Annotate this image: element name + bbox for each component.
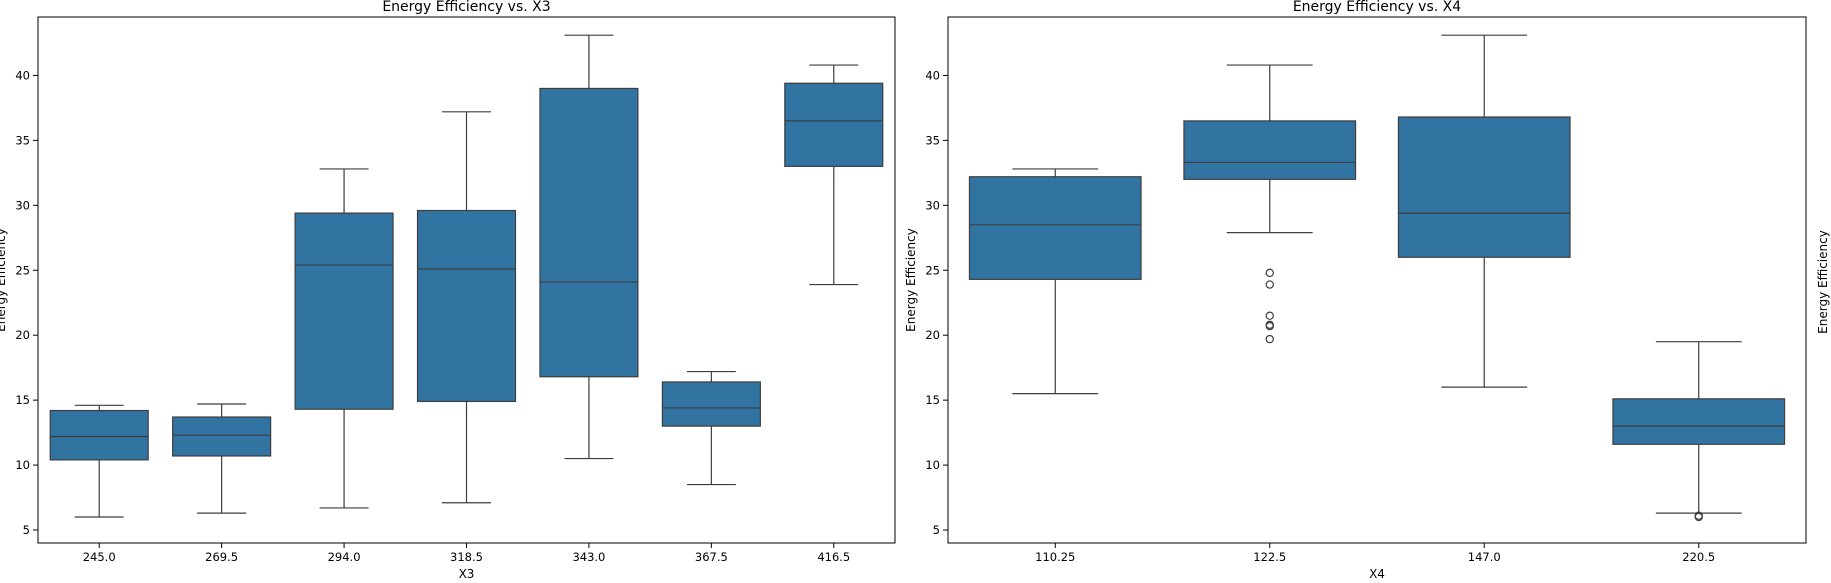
iqr-box bbox=[416, 209, 517, 403]
iqr-box bbox=[172, 416, 272, 457]
outlier-point bbox=[1265, 268, 1274, 278]
axes-frame bbox=[947, 16, 1807, 544]
outlier-point bbox=[1265, 280, 1274, 289]
box-110.25 bbox=[968, 168, 1142, 395]
x-tick-label: 220.5 bbox=[1682, 550, 1715, 564]
chart-title: Energy Efficiency vs. X4 bbox=[1293, 0, 1461, 15]
y-axis-label-partial-panel: Energy Efficiency bbox=[1816, 230, 1830, 334]
y-tick-label: 25 bbox=[925, 263, 940, 277]
iqr-box bbox=[49, 409, 149, 461]
box-318.5 bbox=[416, 111, 517, 504]
x-tick-label: 122.5 bbox=[1253, 550, 1286, 564]
y-tick-label: 35 bbox=[925, 133, 940, 147]
y-tick-label: 5 bbox=[23, 523, 30, 537]
outlier-point bbox=[1265, 334, 1274, 344]
chart-panel-x3: Energy Efficiency vs. X3 X3 Energy Effic… bbox=[0, 0, 896, 581]
box-367.5 bbox=[661, 370, 761, 486]
y-axis-label: Energy Efficiency bbox=[904, 228, 918, 332]
chart-panel-x4: Energy Efficiency vs. X4 X4 Energy Effic… bbox=[904, 0, 1807, 581]
iqr-box bbox=[968, 176, 1142, 280]
box-294.0 bbox=[294, 168, 394, 509]
box-220.5 bbox=[1612, 341, 1786, 522]
y-tick-label: 15 bbox=[15, 393, 30, 407]
x-tick-label: 367.5 bbox=[695, 550, 728, 564]
y-tick-label: 5 bbox=[933, 523, 940, 537]
outlier-point bbox=[1694, 512, 1703, 522]
iqr-box bbox=[294, 212, 394, 410]
y-tick-label: 20 bbox=[925, 328, 940, 342]
outlier-point bbox=[1265, 311, 1274, 320]
y-tick-label: 40 bbox=[15, 68, 30, 82]
axes-frame bbox=[37, 16, 896, 544]
y-tick-label: 25 bbox=[15, 263, 30, 277]
y-axis-label: Energy Efficiency bbox=[0, 228, 8, 332]
box-122.5 bbox=[1183, 64, 1357, 344]
x-axis-label: X3 bbox=[459, 567, 475, 581]
iqr-box bbox=[1612, 398, 1786, 445]
y-tick-label: 30 bbox=[925, 198, 940, 212]
y-tick-label: 35 bbox=[15, 133, 30, 147]
x-axis-label: X4 bbox=[1369, 567, 1385, 581]
outlier-point bbox=[1265, 321, 1274, 331]
y-tick-label: 30 bbox=[15, 198, 30, 212]
x-tick-label: 110.25 bbox=[1035, 550, 1075, 564]
x-tick-label: 245.0 bbox=[83, 550, 116, 564]
iqr-box bbox=[661, 381, 761, 427]
box-343.0 bbox=[539, 34, 639, 460]
y-tick-label: 20 bbox=[15, 328, 30, 342]
box-245.0 bbox=[49, 404, 149, 518]
iqr-box bbox=[539, 87, 639, 378]
x-tick-label: 343.0 bbox=[572, 550, 605, 564]
x-tick-label: 147.0 bbox=[1468, 550, 1501, 564]
iqr-box bbox=[1183, 120, 1357, 180]
chart-title: Energy Efficiency vs. X3 bbox=[382, 0, 550, 15]
y-tick-label: 15 bbox=[925, 393, 940, 407]
box-269.5 bbox=[172, 403, 272, 514]
y-tick-label: 10 bbox=[925, 458, 940, 472]
x-tick-label: 416.5 bbox=[817, 550, 850, 564]
y-tick-label: 40 bbox=[925, 68, 940, 82]
x-tick-label: 294.0 bbox=[328, 550, 361, 564]
iqr-box bbox=[1397, 116, 1571, 258]
x-tick-label: 269.5 bbox=[205, 550, 238, 564]
box-147.0 bbox=[1397, 34, 1571, 388]
box-416.5 bbox=[784, 64, 884, 286]
x-tick-label: 318.5 bbox=[450, 550, 483, 564]
y-tick-label: 10 bbox=[15, 458, 30, 472]
iqr-box bbox=[784, 82, 884, 167]
